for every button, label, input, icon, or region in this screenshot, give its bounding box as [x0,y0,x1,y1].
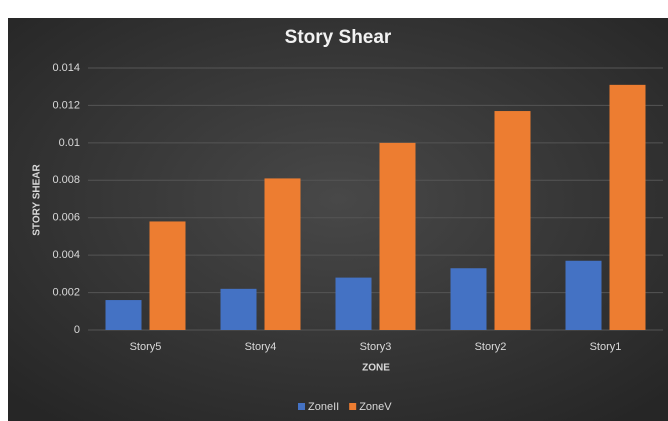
y-tick-label: 0.014 [52,62,80,74]
bar [565,260,602,330]
bar [609,84,646,330]
bar [264,178,301,330]
bar [494,111,531,331]
x-tick-label: Story5 [130,341,162,353]
legend-label: ZoneII [308,401,339,413]
y-tick-label: 0.008 [52,174,80,186]
bar [450,268,487,330]
y-tick-label: 0.01 [59,137,80,149]
y-tick-label: 0.012 [52,99,80,111]
y-axis-label: STORY SHEAR [32,163,43,235]
bar [220,288,257,330]
x-tick-label: Story1 [590,341,622,353]
legend-swatch [298,403,305,410]
y-tick-label: 0.004 [52,249,80,261]
x-axis-label: ZONE [362,363,390,374]
bar [335,277,372,330]
y-tick-label: 0 [74,324,80,336]
chart-title: Story Shear [285,27,392,48]
x-tick-label: Story4 [245,341,277,353]
legend-swatch [349,403,357,410]
legend-label: ZoneV [359,401,392,413]
bar [149,221,186,330]
y-tick-label: 0.006 [52,212,80,224]
y-tick-label: 0.002 [52,286,80,298]
x-tick-label: Story2 [475,341,507,353]
bar [105,300,142,330]
x-tick-label: Story3 [360,341,392,353]
chart-background [8,18,668,421]
bar [379,142,416,330]
